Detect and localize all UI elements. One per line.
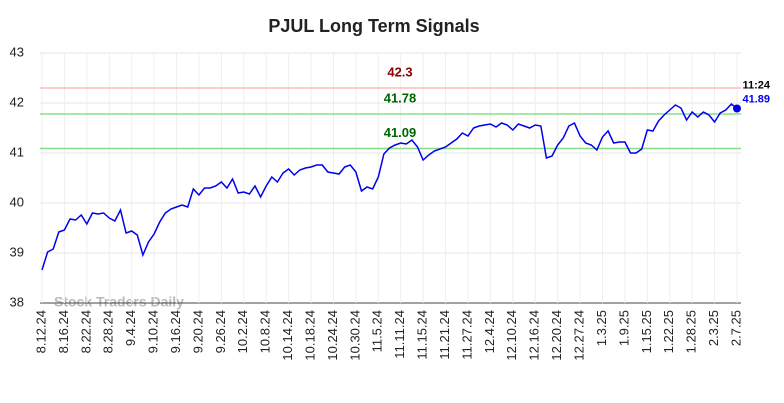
x-tick-label: 11.11.24 (392, 310, 407, 359)
x-tick-label: 1.22.25 (661, 310, 676, 353)
y-tick-label: 38 (10, 294, 24, 309)
y-tick-label: 40 (10, 194, 24, 209)
last-time-label: 11:24 (742, 79, 770, 91)
x-tick-label: 10.30.24 (347, 310, 362, 361)
last-point (733, 104, 741, 113)
y-tick-label: 41 (10, 144, 24, 159)
x-tick-label: 12.20.24 (549, 310, 564, 361)
x-tick-label: 2.7.25 (728, 310, 743, 346)
x-tick-label: 1.9.25 (616, 310, 631, 346)
signal-label: 41.78 (384, 90, 417, 105)
last-value-label: 41.89 (742, 93, 770, 105)
x-tick-label: 10.2.24 (235, 310, 250, 353)
x-tick-label: 9.16.24 (168, 310, 183, 353)
x-tick-label: 9.26.24 (213, 310, 228, 353)
price-line (41, 102, 738, 271)
watermark: Stock Traders Daily (54, 294, 184, 310)
x-tick-label: 12.16.24 (527, 310, 542, 361)
y-tick-label: 42 (10, 94, 24, 109)
x-tick-label: 9.10.24 (146, 310, 161, 353)
x-tick-label: 12.27.24 (572, 310, 587, 361)
signal-label: 42.3 (387, 64, 412, 79)
x-tick-label: 8.28.24 (101, 310, 116, 353)
x-tick-label: 11.5.24 (370, 310, 385, 352)
x-tick-label: 8.12.24 (33, 310, 48, 353)
x-tick-label: 10.18.24 (302, 310, 317, 361)
x-tick-label: 10.8.24 (258, 310, 273, 353)
x-tick-label: 8.16.24 (56, 310, 71, 353)
x-tick-label: 2.3.25 (706, 310, 721, 346)
x-tick-label: 9.20.24 (190, 310, 205, 353)
x-tick-label: 1.15.25 (639, 310, 654, 353)
y-tick-label: 43 (10, 44, 24, 59)
chart-title: PJUL Long Term Signals (268, 16, 479, 36)
x-tick-label: 1.3.25 (594, 310, 609, 346)
x-tick-label: 9.4.24 (123, 310, 138, 346)
x-tick-label: 12.10.24 (504, 310, 519, 361)
x-tick-label: 11.27.24 (459, 310, 474, 360)
y-tick-label: 39 (10, 244, 24, 259)
x-tick-label: 10.14.24 (280, 310, 295, 361)
x-tick-label: 1.28.25 (684, 310, 699, 353)
x-tick-label: 8.22.24 (78, 310, 93, 353)
x-tick-label: 11.15.24 (415, 310, 430, 360)
x-tick-label: 11.21.24 (437, 310, 452, 360)
x-tick-label: 10.24.24 (325, 310, 340, 361)
signal-label: 41.09 (384, 125, 417, 140)
x-tick-label: 12.4.24 (482, 310, 497, 353)
